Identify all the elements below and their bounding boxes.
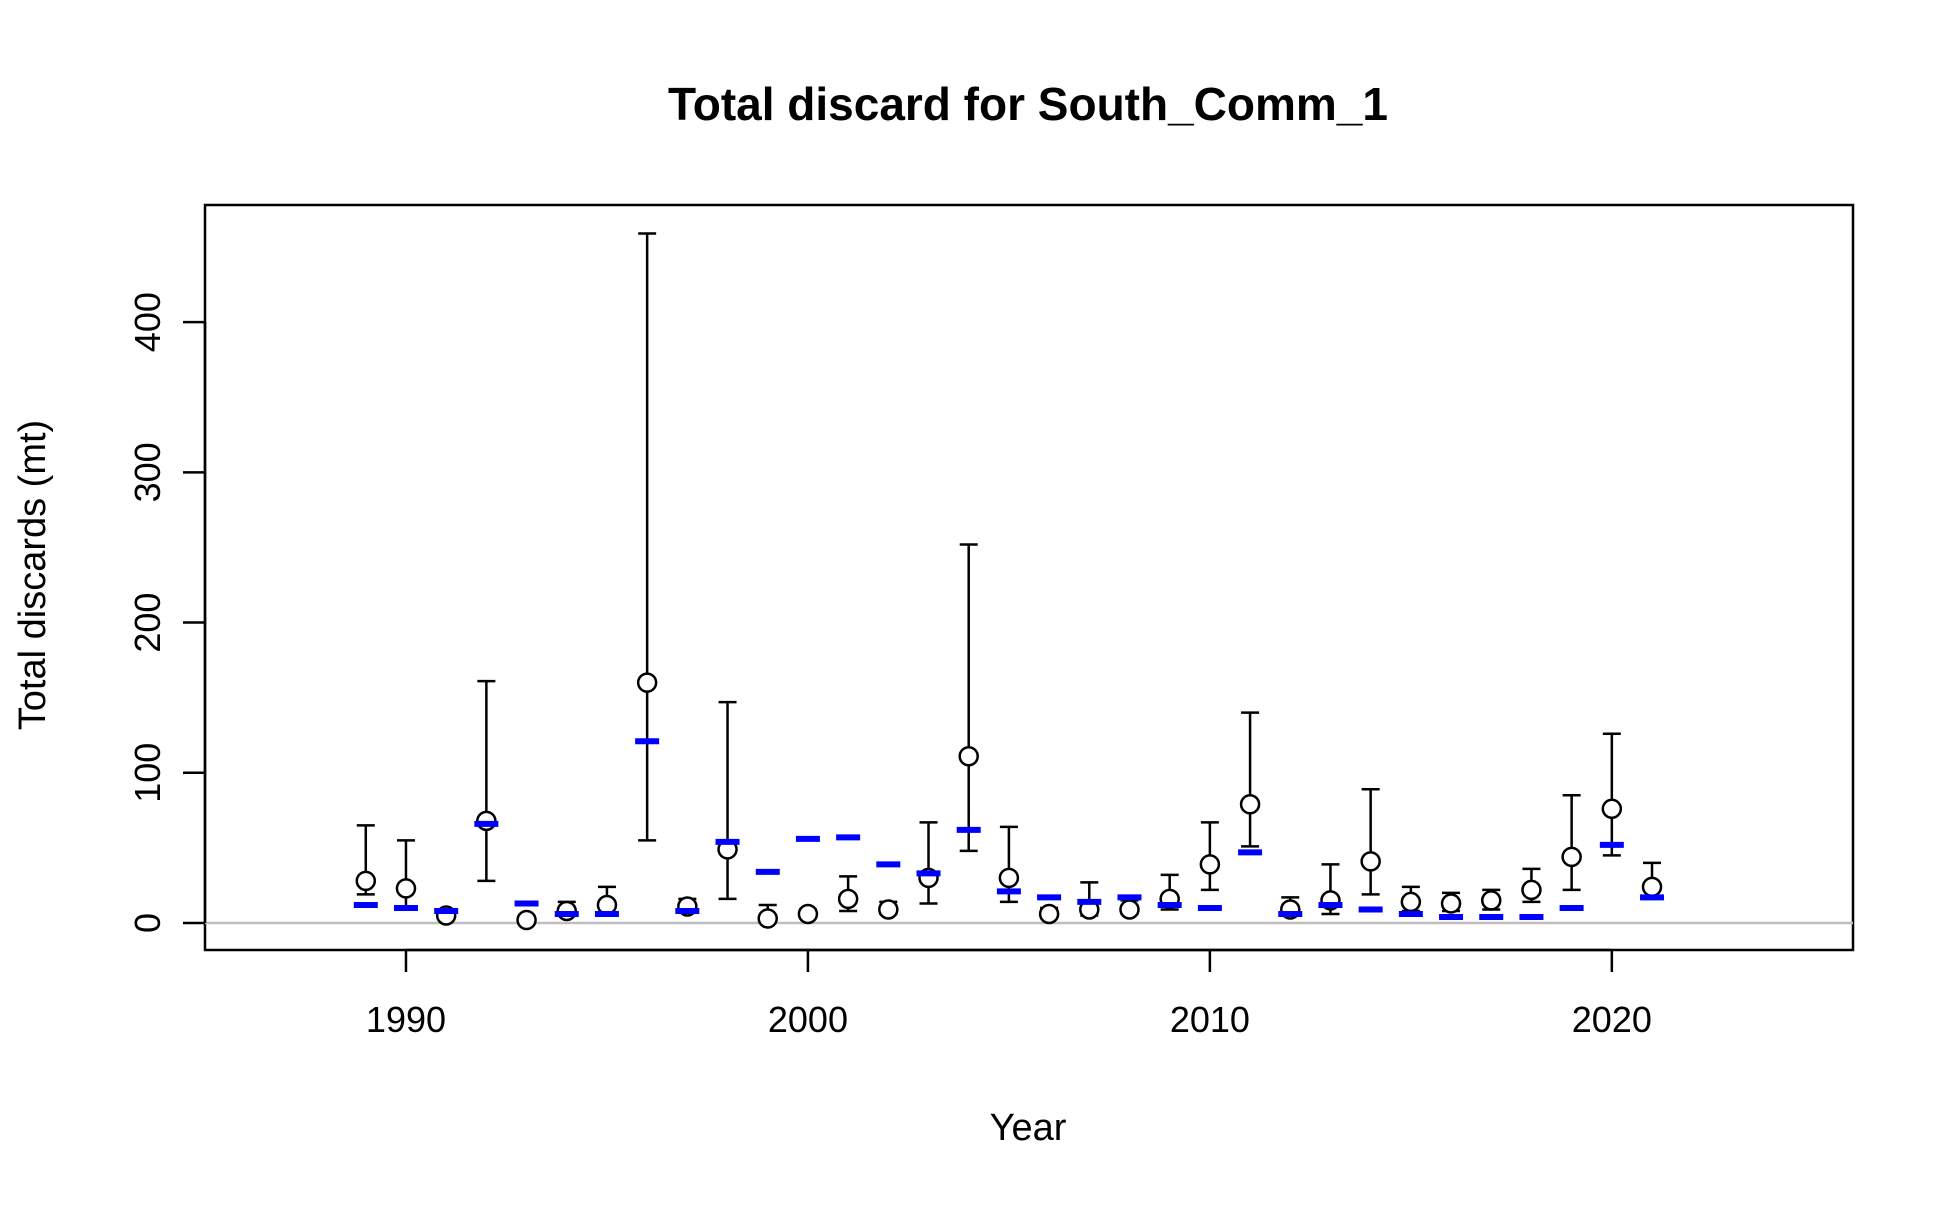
observed-point: [1480, 890, 1502, 911]
observed-point: [355, 870, 377, 892]
observed-point: [1199, 854, 1221, 875]
observed-point: [837, 888, 859, 910]
y-tick-label: 200: [127, 593, 168, 653]
y-axis: 0 100 200 300 400: [127, 292, 207, 933]
observed-point: [878, 899, 899, 920]
observed-point: [1440, 893, 1462, 914]
x-tick-label: 2000: [768, 999, 848, 1040]
observed-point: [636, 672, 658, 693]
observed-point: [797, 903, 819, 925]
y-tick-label: 300: [127, 442, 168, 502]
observed-point: [757, 908, 778, 929]
observed-point: [1641, 876, 1663, 898]
y-tick-label: 100: [127, 743, 168, 803]
observed-series: [355, 232, 1663, 931]
y-axis-label: Total discards (mt): [12, 420, 54, 730]
chart-title: Total discard for South_Comm_1: [668, 78, 1388, 130]
x-tick-label: 2020: [1572, 999, 1652, 1040]
observed-point: [1038, 903, 1060, 925]
x-axis-label: Year: [990, 1107, 1067, 1149]
x-tick-label: 2010: [1170, 999, 1250, 1040]
observed-point: [998, 867, 1020, 889]
observed-point: [556, 900, 578, 922]
observed-point: [1400, 891, 1422, 913]
observed-point: [1239, 794, 1261, 815]
observed-point: [1601, 798, 1623, 820]
observed-point: [476, 810, 497, 832]
plot-frame: [203, 203, 1855, 952]
observed-point: [1521, 879, 1542, 901]
y-tick-label: 400: [127, 292, 168, 352]
x-tick-label: 1990: [366, 999, 446, 1040]
expected-series: [353, 738, 1665, 920]
observed-point: [1360, 851, 1381, 872]
y-tick-label: 0: [127, 913, 168, 933]
observed-point: [1561, 846, 1582, 868]
observed-point: [958, 745, 979, 767]
observed-point: [1119, 899, 1140, 920]
observed-point: [395, 878, 417, 899]
x-axis: 1990 2000 2010 2020: [366, 948, 1652, 1040]
observed-point: [516, 909, 537, 931]
